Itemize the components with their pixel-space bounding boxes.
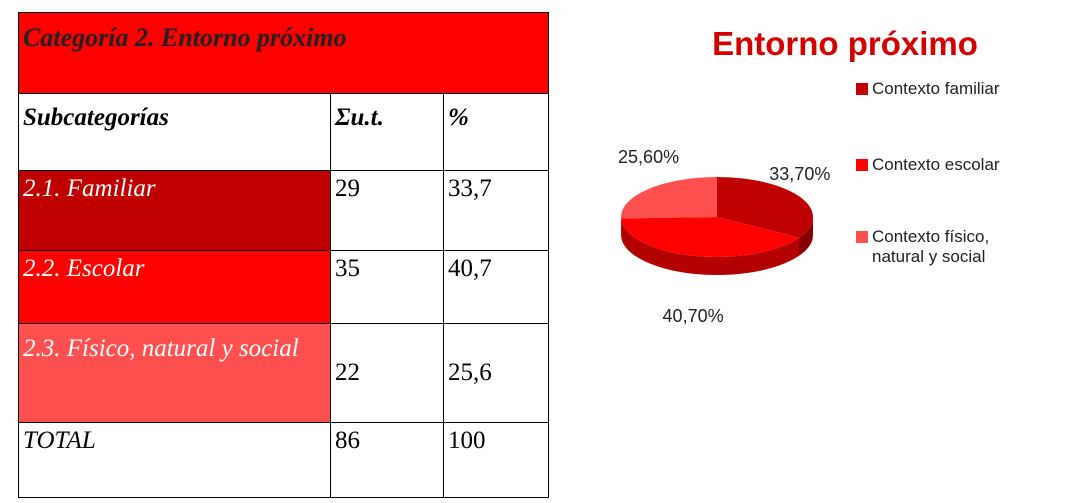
pie-area: 33,70% 40,70% 25,60%	[618, 147, 830, 326]
pie-side	[799, 217, 813, 256]
cell: 25,6	[443, 323, 549, 423]
header-cell: Subcategorías	[18, 93, 331, 171]
pie-slice	[621, 217, 800, 257]
value-label: 40,70%	[663, 306, 724, 326]
chart-title: Entorno próximo	[712, 25, 978, 62]
table: Categoría 2. Entorno próximo Subcategorí…	[18, 12, 549, 498]
cell: TOTAL	[18, 422, 331, 498]
legend-swatch	[856, 231, 868, 243]
legend-label: Contexto familiar	[872, 79, 1000, 98]
legend-swatch	[856, 159, 868, 171]
legend-item: Contexto familiar	[856, 79, 1072, 99]
chart: 33,70% 40,70% 25,60% Entorno próximo Conte…	[560, 0, 1072, 503]
cell: 33,7	[443, 170, 549, 251]
pie-slice	[621, 177, 717, 219]
header-cell: %	[443, 93, 549, 171]
legend-swatch	[856, 83, 868, 95]
cell: 40,7	[443, 250, 549, 324]
cell: 2.1. Familiar	[18, 170, 331, 251]
cell: 2.2. Escolar	[18, 250, 331, 324]
cell: 29	[330, 170, 444, 251]
cell: 100	[443, 422, 549, 498]
value-label: 25,60%	[618, 147, 679, 167]
header-cell: Σu.t.	[330, 93, 444, 171]
cell: 22	[330, 323, 444, 423]
cell: 86	[330, 422, 444, 498]
pie-slice	[717, 177, 813, 238]
cell: 35	[330, 250, 444, 324]
pie-side	[621, 218, 800, 276]
table-title: Categoría 2. Entorno próximo	[18, 12, 549, 94]
cell: 2.3. Físico, natural y social	[18, 323, 331, 423]
legend-label: Contexto físico, natural y social	[872, 227, 990, 266]
value-label: 33,70%	[769, 164, 830, 184]
legend-item: Contexto escolar	[856, 155, 1072, 175]
legend-item: Contexto físico, natural y social	[856, 227, 1072, 267]
legend-label: Contexto escolar	[872, 155, 1000, 174]
